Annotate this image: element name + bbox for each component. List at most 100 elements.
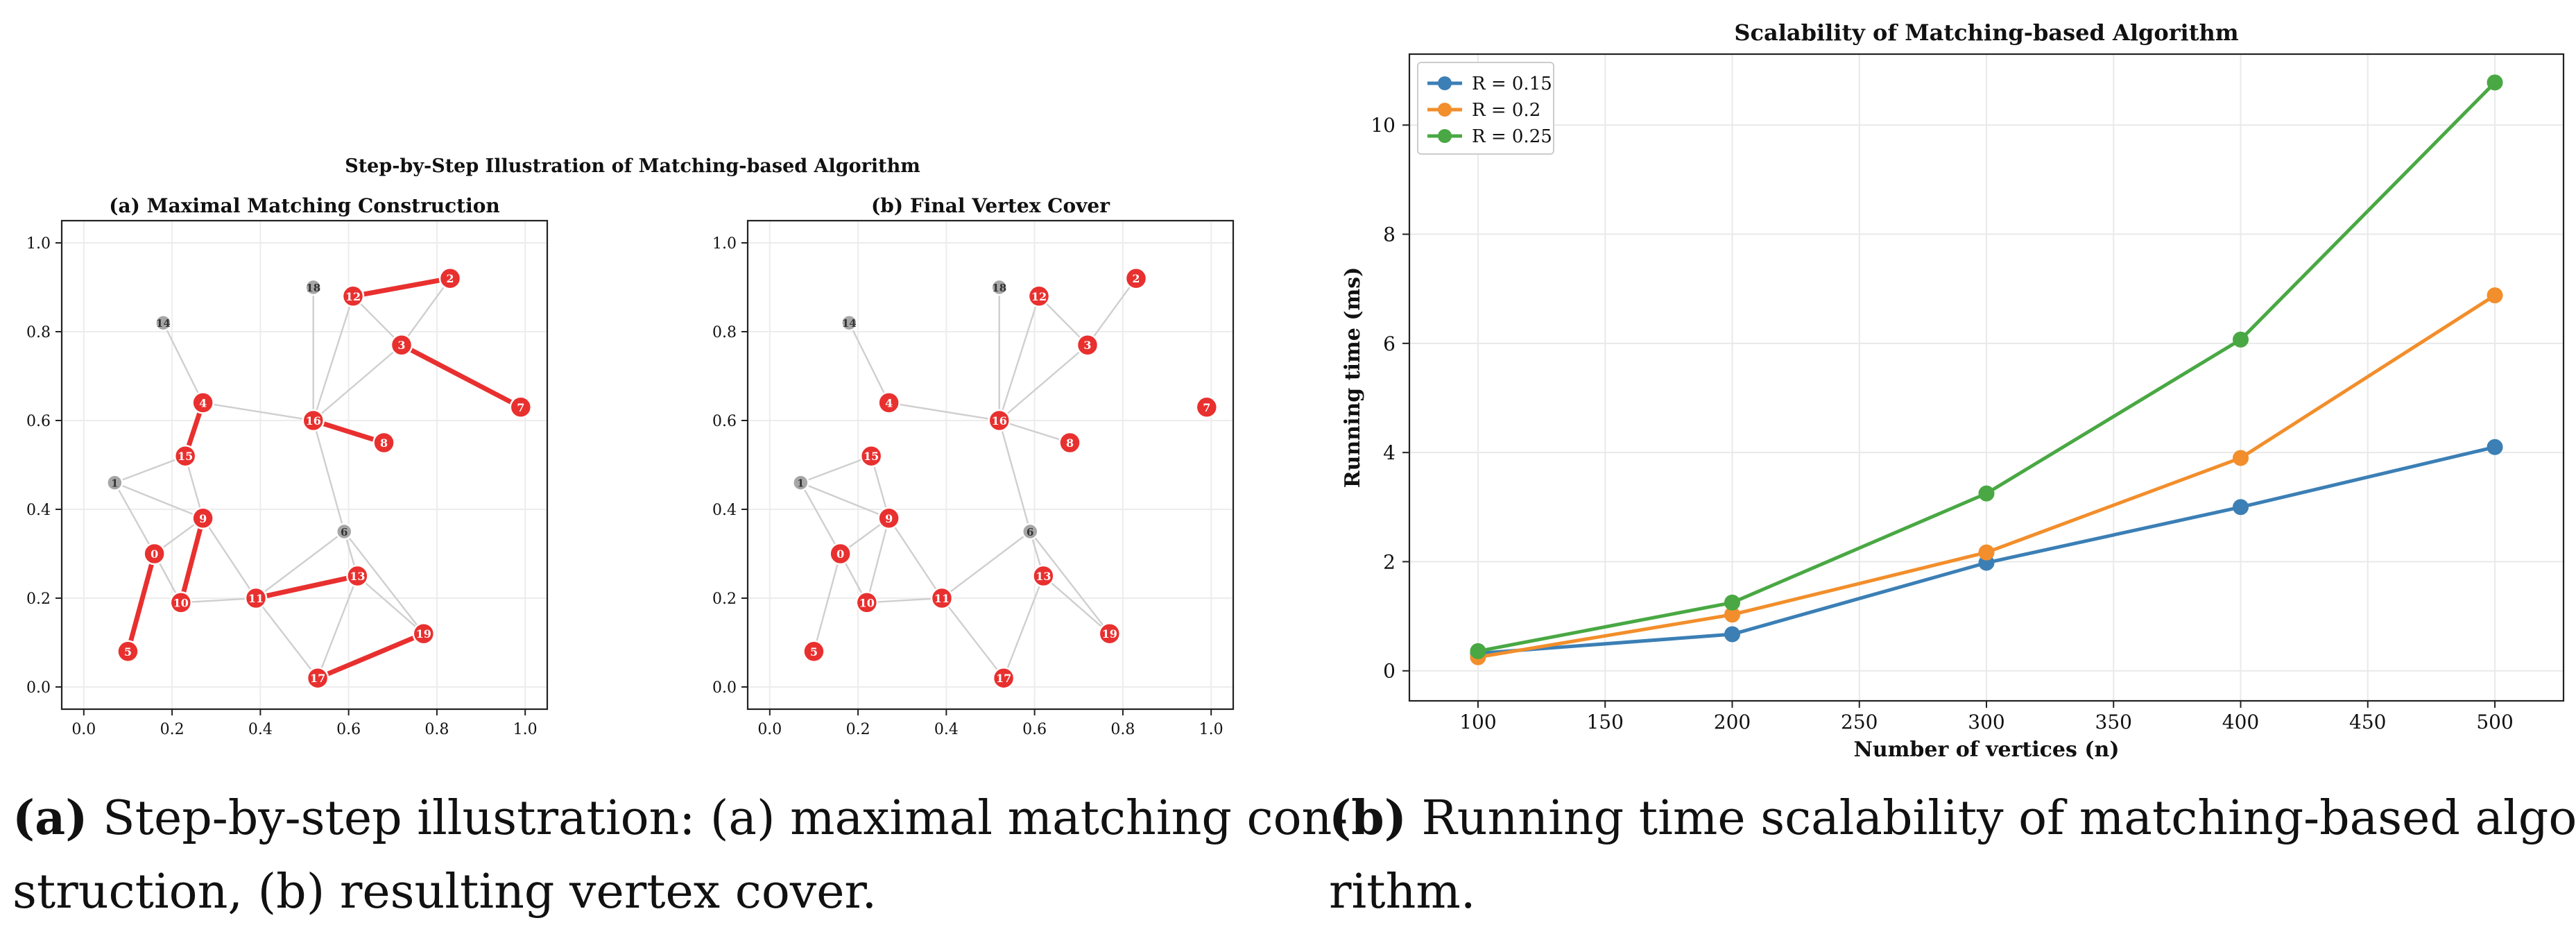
legend-marker	[1438, 129, 1452, 143]
legend-marker	[1438, 103, 1452, 117]
graph-edge	[114, 482, 204, 519]
graph-node-label: 19	[1102, 627, 1117, 640]
graph-edge	[998, 344, 1088, 421]
y-tick-label: 10	[1371, 114, 1396, 137]
graph-node	[341, 285, 365, 308]
matching-edge	[125, 551, 157, 654]
graph-node-label: 17	[310, 672, 325, 685]
graph-node-label: 17	[996, 672, 1011, 685]
matching-edge	[399, 342, 524, 410]
x-axis-label: Number of vertices (n)	[1853, 738, 2119, 762]
legend-label: R = 0.2	[1472, 100, 1540, 121]
panel-vertex-cover: 0.0 0.0 0.2 0.2 0.4 0.4 0.6 0.6 0.8 0.8 1.0 1.0 (b) …	[712, 194, 1235, 738]
matching-edge	[315, 631, 427, 681]
graph-node	[855, 591, 879, 614]
y-tick-label: 0.8	[26, 324, 51, 341]
graph-node-label: 8	[380, 436, 388, 450]
y-tick-label: 0.0	[712, 679, 737, 697]
y-tick-label: 0.4	[26, 502, 51, 519]
graph-node	[1098, 622, 1122, 645]
x-tick-label: 0.6	[1022, 721, 1047, 738]
y-tick-label: 0.6	[712, 413, 737, 430]
x-tick-label: 0.0	[71, 721, 96, 738]
plot-frame	[746, 219, 1235, 711]
graph-edge	[255, 597, 319, 679]
graph-node-label: 4	[199, 396, 207, 409]
graph-node-label: 16	[306, 414, 321, 427]
y-tick-label: 0.0	[26, 679, 51, 697]
graph-edge	[401, 278, 451, 346]
graph-node-label: 13	[350, 570, 365, 583]
panel-title: (b) Final Vertex Cover	[871, 194, 1110, 217]
graph-edge	[312, 344, 402, 421]
graph-node-label: 10	[859, 596, 875, 609]
data-point	[1724, 594, 1740, 611]
graph-node-label: 19	[416, 627, 431, 640]
y-tick-label: 0.2	[26, 591, 51, 608]
graph-node	[304, 278, 322, 296]
caption-left: (a) Step-by-step illustration: (a) maxim…	[12, 781, 1348, 929]
graph-node-label: 5	[810, 645, 818, 659]
graph-edge	[352, 295, 402, 346]
x-tick-label: 0.4	[934, 721, 959, 738]
graph-node-label: 2	[446, 272, 454, 285]
graph-node-label: 11	[248, 592, 264, 605]
y-tick-label: 8	[1383, 223, 1396, 246]
y-tick-label: 0.2	[712, 591, 737, 608]
graph-node-label: 0	[151, 547, 158, 561]
x-tick-label: 400	[2222, 711, 2259, 733]
graph-node-label: 12	[1031, 290, 1047, 303]
x-tick-label: 300	[1968, 711, 2004, 733]
graph-node	[302, 409, 325, 432]
data-point	[2487, 287, 2503, 304]
legend-label: R = 0.25	[1472, 126, 1552, 147]
graph-node-label: 18	[992, 282, 1006, 294]
x-tick-label: 200	[1714, 711, 1751, 733]
graph-node-label: 1	[797, 477, 804, 490]
graph-node	[1032, 564, 1055, 588]
graph-node-label: 9	[885, 512, 893, 525]
graph-node	[412, 622, 436, 645]
x-tick-label: 450	[2349, 711, 2386, 733]
graph-edge	[114, 455, 186, 484]
data-point	[2487, 74, 2503, 91]
graph-node	[346, 564, 369, 588]
graph-edge	[866, 518, 890, 603]
graph-node	[336, 523, 353, 541]
graph-node-label: 7	[1203, 401, 1210, 414]
graph-node	[155, 314, 172, 332]
graph-edge	[941, 597, 1005, 679]
graph-node	[117, 640, 139, 663]
graph-node	[877, 507, 900, 530]
graph-edge	[203, 402, 314, 422]
graph-edge	[1087, 278, 1137, 346]
legend-box	[1417, 62, 1554, 155]
graph-edge	[1002, 575, 1045, 679]
graph-edge	[202, 518, 257, 599]
y-tick-label: 6	[1383, 332, 1396, 355]
graph-node-label: 13	[1036, 570, 1051, 583]
graph-edge	[800, 482, 841, 554]
graph-edge	[162, 322, 204, 403]
graph-edge	[1029, 531, 1110, 634]
graph-node	[990, 278, 1008, 296]
data-point	[2233, 331, 2249, 348]
data-point	[2233, 499, 2249, 516]
y-tick-label: 0	[1383, 660, 1396, 683]
matching-edge	[178, 516, 206, 605]
graph-node	[106, 474, 123, 491]
x-tick-label: 0.4	[248, 721, 273, 738]
x-tick-label: 500	[2476, 711, 2513, 733]
graph-node	[1124, 266, 1148, 290]
graph-node	[1058, 431, 1081, 455]
graph-node	[173, 444, 197, 468]
data-point	[2233, 450, 2249, 466]
data-point	[1724, 626, 1740, 643]
graph-node-label: 11	[934, 592, 950, 605]
graph-edge	[888, 518, 943, 599]
graph-node-label: 8	[1066, 436, 1074, 450]
graph-edge	[813, 553, 841, 652]
data-point	[1978, 544, 1995, 561]
graph-edge	[312, 296, 354, 421]
